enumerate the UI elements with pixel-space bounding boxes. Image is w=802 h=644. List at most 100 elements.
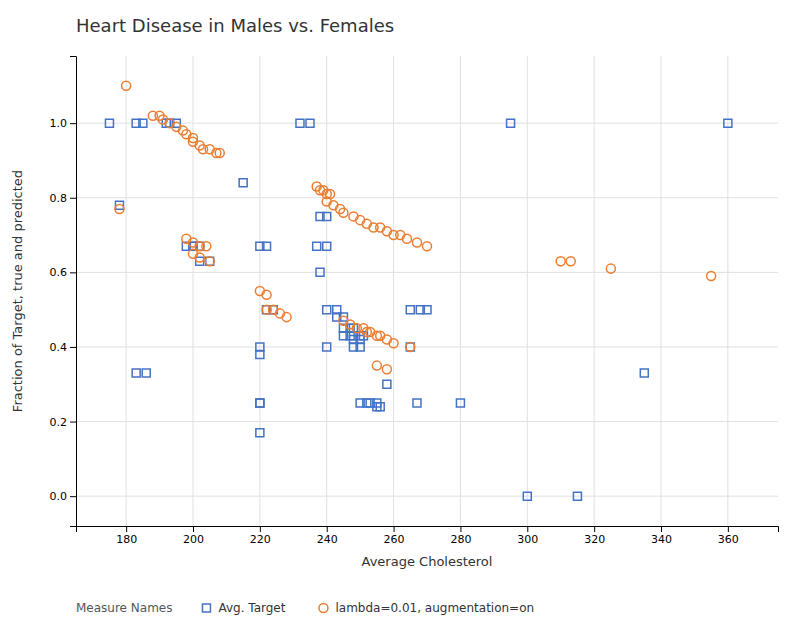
tick: 0.0 [50, 490, 77, 503]
point [507, 119, 515, 127]
tick-label: 0.6 [50, 266, 68, 279]
legend-title: Measure Names [76, 601, 172, 615]
point [606, 264, 615, 273]
point [402, 234, 411, 243]
tick-mark [728, 526, 729, 532]
tick-mark [70, 198, 76, 199]
tick: 0.4 [50, 341, 77, 354]
tick-mark [460, 526, 461, 532]
point [323, 242, 331, 250]
point [215, 148, 224, 157]
grid-line [193, 56, 194, 526]
grid [76, 56, 778, 526]
point [316, 268, 324, 276]
tick-mark [193, 526, 194, 532]
point [573, 492, 581, 500]
point [640, 369, 648, 377]
tick-label: 220 [250, 533, 271, 546]
tick-label: 260 [384, 533, 405, 546]
marks [105, 81, 731, 500]
point [556, 257, 565, 266]
tick: 340 [651, 526, 672, 546]
axis-line [77, 527, 779, 533]
grid-line [126, 56, 127, 526]
grid-line [76, 272, 778, 273]
grid-line [527, 56, 528, 526]
point [262, 290, 271, 299]
tick-label: 300 [517, 533, 538, 546]
tick-mark [70, 123, 76, 124]
plot-area: 1802002202402602803003203403600.00.20.40… [50, 56, 779, 546]
grid-line [76, 346, 778, 347]
y-axis-label: Fraction of Target, true and predicted [10, 170, 25, 412]
point [724, 119, 732, 127]
tick: 240 [317, 526, 338, 546]
point [195, 253, 204, 262]
point [566, 257, 575, 266]
axis-line [70, 57, 77, 527]
legend-swatch [319, 603, 328, 612]
point [422, 242, 431, 251]
point [256, 350, 264, 358]
point [256, 429, 264, 437]
grid-line [460, 56, 461, 526]
tick-label: 240 [317, 533, 338, 546]
point [372, 361, 381, 370]
tick-label: 1.0 [50, 117, 68, 130]
point [456, 399, 464, 407]
point [323, 212, 331, 220]
point [323, 343, 331, 351]
point [406, 306, 414, 314]
tick-label: 0.2 [50, 416, 68, 429]
tick: 260 [384, 526, 405, 546]
grid-line [76, 421, 778, 422]
point [339, 208, 348, 217]
tick: 320 [584, 526, 605, 546]
legend-swatch [202, 604, 210, 612]
tick: 220 [250, 526, 271, 546]
x-axis-label: Average Cholesterol [362, 554, 493, 569]
grid-line [594, 56, 595, 526]
tick-label: 360 [718, 533, 739, 546]
point [205, 257, 214, 266]
tick: 1.0 [50, 117, 77, 130]
point [406, 343, 414, 351]
y-axis: 0.0 0.2 0.4 0.6 0.8 1.0 [50, 57, 77, 527]
tick: 280 [450, 526, 471, 546]
tick-label: 0.0 [50, 490, 68, 503]
point [323, 306, 331, 314]
point [105, 119, 113, 127]
tick-label: 320 [584, 533, 605, 546]
x-axis: 180200220240260280300320340360 [77, 526, 779, 546]
tick: 0.8 [50, 192, 77, 205]
point [356, 343, 364, 351]
point [423, 306, 431, 314]
tick-mark [126, 526, 127, 532]
point [132, 369, 140, 377]
point [389, 339, 398, 348]
grid-line [661, 56, 662, 526]
tick: 0.6 [50, 266, 77, 279]
tick-mark [70, 422, 76, 423]
tick-mark [527, 526, 528, 532]
tick-mark [394, 526, 395, 532]
point [206, 257, 214, 265]
tick-mark [260, 526, 261, 532]
legend: Measure Names Avg. Target lambda=0.01, aug… [76, 601, 534, 615]
legend-label: Avg. Target [218, 601, 285, 615]
grid-line [76, 496, 778, 497]
legend-label: lambda=0.01, augmentation=on [335, 601, 534, 615]
grid-line [393, 56, 394, 526]
tick-label: 0.8 [50, 192, 68, 205]
tick-label: 180 [116, 533, 137, 546]
point [239, 179, 247, 187]
point [376, 403, 384, 411]
tick-label: 340 [651, 533, 672, 546]
grid-line [259, 56, 260, 526]
point [115, 204, 124, 213]
chart: 1802002202402602803003203403600.00.20.40… [0, 0, 802, 644]
tick-mark [70, 496, 76, 497]
point [122, 81, 131, 90]
title: Heart Disease in Males vs. Females [76, 15, 394, 36]
tick: 0.2 [50, 416, 77, 429]
